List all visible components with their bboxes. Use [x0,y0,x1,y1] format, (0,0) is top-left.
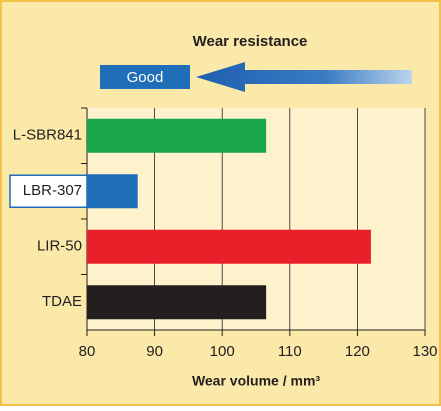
bar [87,285,267,320]
x-tick-label: 130 [412,343,437,360]
annotation-box [100,65,190,89]
x-tick-label: 100 [210,343,235,360]
y-tick-label: TDAE [42,293,82,310]
bar [87,174,138,209]
bar [87,229,371,264]
x-tick-label: 120 [345,343,370,360]
bar [87,118,267,153]
x-axis-label: Wear volume / mm³ [192,373,320,389]
x-tick-label: 110 [278,343,302,360]
x-tick-label: 80 [79,343,96,360]
x-tick-label: 90 [146,343,163,360]
chart-title: Wear resistance [193,33,308,50]
y-tick-label: L-SBR841 [13,127,82,144]
y-tick-label: LBR-307 [23,182,82,199]
y-tick-label: LIR-50 [37,238,82,255]
annotation: Good [127,69,164,86]
arrow [196,62,412,92]
